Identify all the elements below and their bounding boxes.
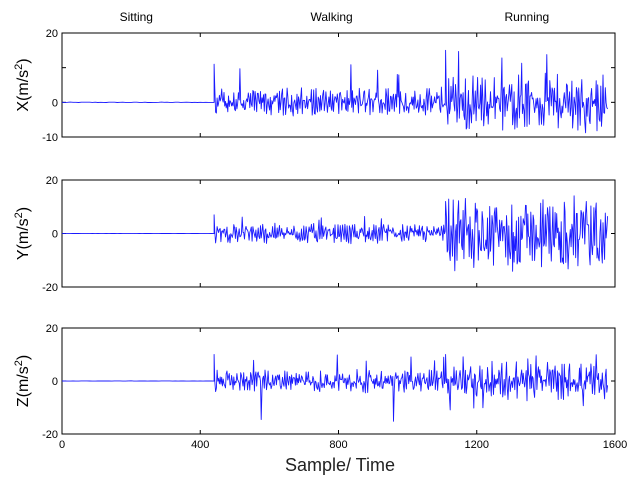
- panel-y-y-axis-label: Y(m/s2): [13, 207, 32, 260]
- y-label-text: X(m/s: [15, 70, 32, 112]
- y-label-close: ): [15, 355, 32, 360]
- activity-label-running: Running: [505, 10, 550, 24]
- activity-label-sitting: Sitting: [120, 10, 153, 24]
- panel-z: 20 0 -20 Z(m/s2): [13, 323, 616, 441]
- panel-y-ytick-label: 20: [46, 175, 58, 187]
- chart-panels: 200-10X(m/s2)200-20Y(m/s2)200-20Z(m/s2)0…: [13, 28, 627, 451]
- x-tick-labels: 0 400 800 1200 1600: [59, 439, 627, 451]
- panel-x-frame: [61, 32, 616, 138]
- y-label-superscript: 2: [13, 360, 25, 366]
- panel-x-y-axis-label: X(m/s2): [13, 58, 32, 111]
- panel-y: 20 0 -20 Y(m/s2): [13, 175, 616, 294]
- panel-x-ytick-label: 20: [46, 28, 58, 40]
- y-label-close: ): [15, 58, 32, 63]
- y-label-close: ): [15, 207, 32, 212]
- panel-z-ytick-label: 20: [46, 323, 58, 335]
- activity-labels: Sitting Walking Running: [120, 10, 550, 24]
- x-tick-label: 1600: [603, 439, 627, 451]
- x-axis-label: Sample/ Time: [285, 455, 395, 475]
- panel-z-signal-series: [62, 354, 609, 422]
- panel-x-signal-series: [61, 49, 608, 134]
- y-label-superscript: 2: [13, 64, 25, 70]
- activity-label-walking: Walking: [310, 10, 352, 24]
- panel-y-ytick-label: 0: [52, 229, 58, 241]
- panel-y-signal-series: [62, 195, 609, 272]
- x-tick-label: 0: [59, 439, 65, 451]
- x-tick-label: 400: [191, 439, 209, 451]
- panel-z-ytick-label: 0: [52, 376, 58, 388]
- y-label-text: Y(m/s: [15, 218, 32, 260]
- panel-x-ytick-label: 0: [52, 97, 58, 109]
- panel-x: 20 0 -10 X(m/s2): [13, 28, 616, 144]
- panel-x-ytick-label: -10: [42, 132, 58, 144]
- panel-y-ytick-label: -20: [42, 282, 58, 294]
- x-tick-label: 800: [329, 439, 347, 451]
- x-tick-label: 1200: [465, 439, 489, 451]
- y-label-superscript: 2: [13, 212, 25, 218]
- panel-z-ytick-label: -20: [42, 429, 58, 441]
- y-label-text: Z(m/s: [15, 366, 32, 407]
- panel-z-y-axis-label: Z(m/s2): [13, 355, 32, 407]
